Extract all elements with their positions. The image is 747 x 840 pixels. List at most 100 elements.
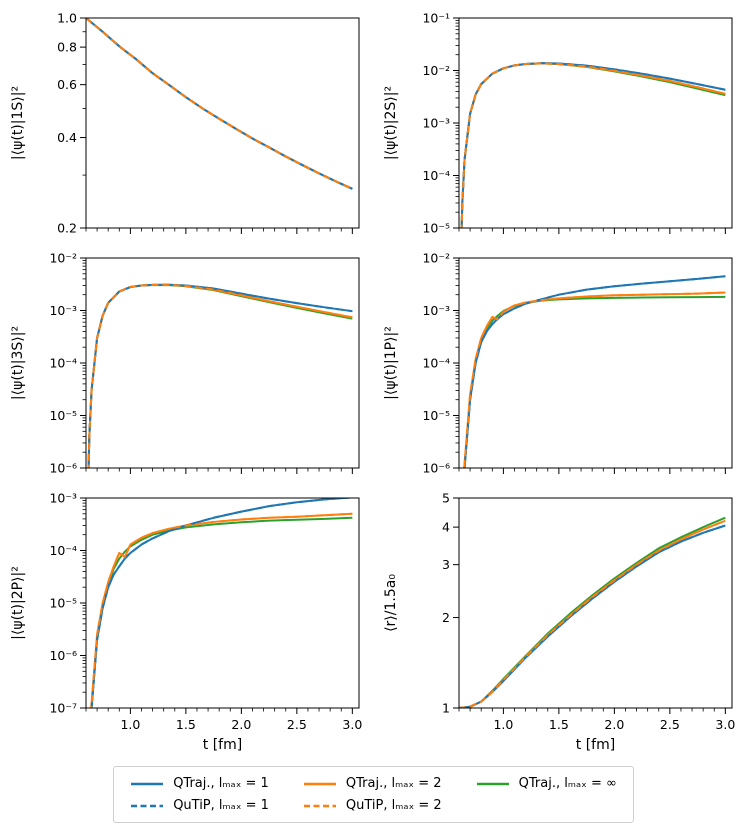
legend-label: QuTiP, lₘₐₓ = 2	[345, 798, 442, 813]
series-solid-line	[86, 18, 353, 190]
legend-column-3: QTraj., lₘₐₓ = ∞	[476, 776, 617, 813]
x-tick-label: 2.5	[287, 717, 307, 732]
y-tick-label: 10⁻⁵	[422, 408, 450, 423]
y-tick-label: 10⁻²	[422, 63, 450, 78]
legend-label: QTraj., lₘₐₓ = ∞	[518, 776, 617, 791]
legend-entry-qutip-lmax-2: QuTiP, lₘₐₓ = 2	[303, 798, 442, 813]
legend-label: QuTiP, lₘₐₓ = 1	[173, 798, 269, 813]
series-solid-line	[460, 62, 726, 228]
series-solid-line	[90, 498, 353, 708]
solid-line-icon	[476, 782, 509, 785]
series-solid-line	[463, 275, 726, 468]
legend-label: QTraj., lₘₐₓ = 2	[345, 776, 442, 791]
x-tick-label: 3.0	[342, 717, 362, 732]
y-tick-label: 0.6	[57, 77, 77, 92]
axes-frame	[85, 257, 360, 469]
subplot-2s: 10⁻¹ 10⁻² 10⁻³ 10⁻⁴ 10⁻⁵ |⟨ψ(t)|2S⟩|²	[373, 2, 746, 242]
x-tick-label: 1.5	[176, 717, 196, 732]
y-tick-label: 10⁻²	[49, 251, 77, 266]
series-solid-line	[460, 62, 726, 228]
series-dashed-line	[459, 524, 726, 708]
y-axis-label: ⟨r⟩/1.5a₀	[383, 574, 399, 632]
y-tick-label: 5	[442, 491, 450, 506]
y-axis-label: |⟨ψ(t)|1S⟩|²	[10, 86, 26, 160]
y-tick-label: 10⁻³	[49, 491, 77, 506]
series-dashed-line	[459, 519, 726, 708]
y-tick-label: 10⁻⁴	[422, 168, 450, 183]
y-tick-label: 10⁻¹	[422, 11, 450, 26]
x-tick-label: 2.0	[231, 717, 251, 732]
series-dashed-line	[86, 18, 353, 190]
y-tick-label: 3	[442, 557, 450, 572]
x-tick-label: 2.0	[604, 717, 624, 732]
x-axis-label: t [fm]	[203, 737, 242, 753]
axes-frame	[85, 497, 360, 709]
y-axis-label: |⟨ψ(t)|3S⟩|²	[10, 326, 26, 400]
y-tick-label: 10⁻⁵	[49, 596, 77, 611]
series-dashed-line	[87, 283, 353, 468]
subplot-3s: 10⁻² 10⁻³ 10⁻⁴ 10⁻⁵ 10⁻⁶ |⟨ψ(t)|3S⟩|²	[0, 242, 373, 482]
series-dashed-line	[90, 512, 353, 708]
y-tick-label: 10⁻³	[49, 303, 77, 318]
legend-entry-qtraj-lmax-inf: QTraj., lₘₐₓ = ∞	[476, 776, 617, 791]
series-solid-line	[86, 18, 353, 190]
axes-frame	[458, 17, 733, 229]
y-axis-label: |⟨ψ(t)|2S⟩|²	[383, 86, 399, 160]
x-axis-label: t [fm]	[576, 737, 615, 753]
subplot-2p: 10⁻³ 10⁻⁴ 10⁻⁵ 10⁻⁶ 10⁻⁷ 1.0 1.5 2.0 2.5 3.0 |⟨ψ(t…	[0, 482, 373, 754]
y-tick-label: 2	[442, 610, 450, 625]
axes-frame	[85, 17, 360, 229]
y-tick-label: 10⁻⁵	[49, 408, 77, 423]
y-tick-label: 1.0	[57, 11, 77, 26]
series-solid-line	[86, 18, 353, 190]
y-tick-label: 10⁻²	[422, 251, 450, 266]
axes-frame	[458, 497, 733, 709]
series-dashed-line	[463, 291, 726, 468]
y-tick-label: 10⁻⁵	[422, 221, 450, 236]
y-tick-label: 4	[442, 520, 450, 535]
y-tick-label: 1	[442, 701, 450, 716]
x-tick-label: 1.5	[549, 717, 569, 732]
x-tick-label: 1.0	[493, 717, 513, 732]
legend-entry-qtraj-lmax-2: QTraj., lₘₐₓ = 2	[303, 776, 442, 791]
y-axis-label: |⟨ψ(t)|2P⟩|²	[10, 566, 26, 640]
y-tick-label: 10⁻⁶	[49, 648, 77, 663]
legend: QTraj., lₘₐₓ = 1 QuTiP, lₘₐₓ = 1 QTraj.,…	[113, 766, 634, 823]
legend-column-1: QTraj., lₘₐₓ = 1 QuTiP, lₘₐₓ = 1	[130, 776, 269, 813]
series-solid-line	[463, 295, 726, 468]
legend-column-2: QTraj., lₘₐₓ = 2 QuTiP, lₘₐₓ = 2	[303, 776, 442, 813]
series-dashed-line	[463, 275, 726, 468]
series-dashed-line	[460, 62, 726, 228]
subplot-1p: 10⁻² 10⁻³ 10⁻⁴ 10⁻⁵ 10⁻⁶ |⟨ψ(t)|1P⟩|²	[373, 242, 746, 482]
y-axis-label: |⟨ψ(t)|1P⟩|²	[383, 326, 399, 400]
y-tick-label: 10⁻⁴	[49, 356, 77, 371]
y-tick-label: 10⁻⁶	[49, 461, 77, 476]
y-tick-label: 10⁻³	[422, 303, 450, 318]
y-tick-label: 0.4	[57, 130, 77, 145]
series-solid-line	[463, 291, 726, 468]
subplot-r-expectation: 5 4 3 2 1 1.0 1.5 2.0 2.5 3.0 ⟨r⟩/1.5a₀ t [fm]	[373, 482, 746, 754]
series-solid-line	[90, 512, 353, 708]
solid-line-icon	[131, 782, 164, 785]
series-dashed-line	[87, 283, 353, 468]
series-solid-line	[87, 283, 353, 468]
series-solid-line	[87, 284, 353, 468]
series-solid-line	[460, 62, 726, 228]
y-tick-label: 0.8	[57, 40, 77, 55]
y-tick-label: 0.2	[57, 221, 77, 236]
series-solid-line	[459, 524, 726, 708]
series-solid-line	[459, 519, 726, 708]
plots-grid: 1.0 0.8 0.6 0.4 0.2 |⟨ψ(t)|1S⟩|² 10⁻¹ 10⁻² 10⁻³…	[0, 2, 747, 754]
subplot-1s: 1.0 0.8 0.6 0.4 0.2 |⟨ψ(t)|1S⟩|²	[0, 2, 373, 242]
dashed-line-icon	[303, 804, 336, 807]
y-tick-label: 10⁻⁶	[422, 461, 450, 476]
series-solid-line	[87, 283, 353, 468]
y-tick-label: 10⁻⁷	[49, 701, 77, 716]
x-tick-label: 3.0	[715, 717, 735, 732]
series-dashed-line	[90, 498, 353, 708]
solid-line-icon	[303, 782, 336, 785]
x-tick-label: 2.5	[660, 717, 680, 732]
y-tick-label: 10⁻³	[422, 116, 450, 131]
series-dashed-line	[460, 62, 726, 228]
